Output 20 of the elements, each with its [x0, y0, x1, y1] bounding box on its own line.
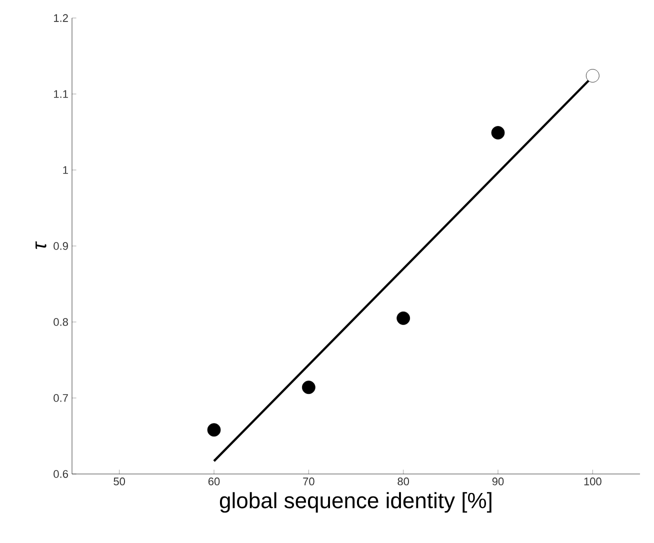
point [302, 380, 316, 394]
point [396, 311, 410, 325]
y-tick-label: 1.1 [54, 90, 68, 98]
y-tick-label: 0.7 [54, 394, 68, 402]
point [207, 423, 221, 437]
y-tick-label: 0.9 [54, 242, 68, 250]
point [586, 69, 600, 82]
x-tick-label: 60 [208, 478, 220, 486]
point [491, 126, 505, 140]
y-tick-label: 0.6 [54, 470, 68, 478]
x-tick-label: 50 [114, 478, 126, 486]
y-tick-label: 0.8 [54, 318, 68, 326]
y-axis-title: τ [36, 241, 46, 249]
y-tick-label: 1 [63, 166, 68, 174]
x-tick-label: 70 [303, 478, 314, 486]
x-axis-title: global sequence identity [%] [220, 492, 492, 513]
x-tick-label: 90 [492, 478, 504, 486]
y-tick-label: 1.2 [54, 14, 68, 22]
x-tick-label: 80 [398, 478, 410, 486]
x-tick-label: 100 [584, 478, 602, 486]
